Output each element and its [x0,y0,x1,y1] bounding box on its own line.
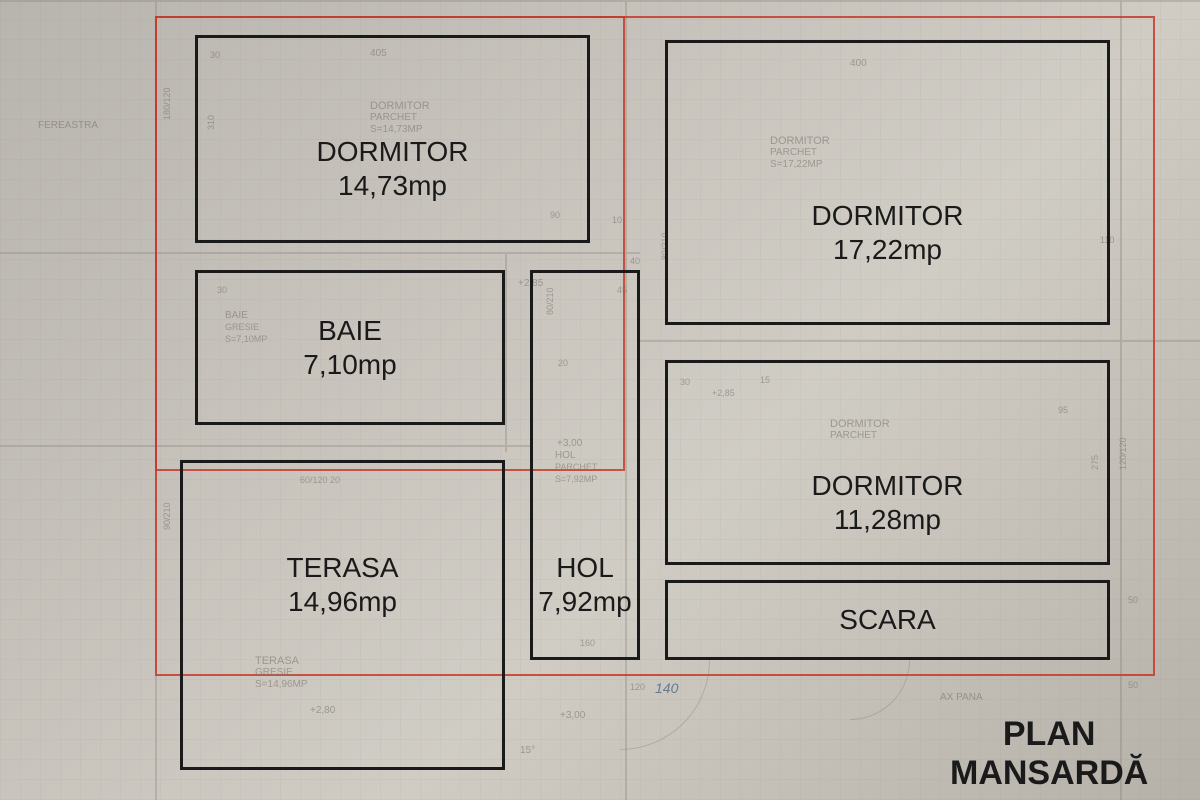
room-hol: HOL7,92mp [530,270,640,660]
plan-title: PLAN MANSARDĂ [950,715,1148,793]
room-baie: BAIE7,10mp [195,270,505,425]
blueprint-annotation: 120/120 [1118,437,1128,470]
room-area: 14,96mp [286,585,398,619]
faint-line [0,0,1200,2]
room-label: DORMITOR [317,135,469,169]
blueprint-annotation: 180/120 [162,87,172,120]
room-area: 11,28mp [812,503,964,537]
blueprint-annotation: 15° [520,745,535,756]
room-terasa: TERASA14,96mp [180,460,505,770]
room-area: 14,73mp [317,169,469,203]
room-dormitor1: DORMITOR14,73mp [195,35,590,243]
room-dormitor3: DORMITOR11,28mp [665,360,1110,565]
blueprint-annotation: 50 [1128,595,1138,605]
room-label: DORMITOR [812,469,964,503]
blueprint-annotation: 40 [630,256,640,266]
room-label: BAIE [303,314,396,348]
room-area: 7,10mp [303,348,396,382]
blueprint-annotation: 90/210 [162,502,172,530]
room-scara: SCARA [665,580,1110,660]
title-line2: MANSARDĂ [950,754,1148,792]
blueprint-annotation: 120 [630,682,645,692]
blueprint-annotation: 50 [1128,680,1138,690]
blueprint-annotation: AX PANA [940,692,983,703]
room-dormitor2: DORMITOR17,22mp [665,40,1110,325]
room-area: 7,92mp [538,585,631,619]
room-label: TERASA [286,551,398,585]
blueprint-annotation: FEREASTRA [38,120,98,131]
room-label: SCARA [839,603,935,637]
room-label: HOL [538,551,631,585]
handwritten-note: 140 [655,680,678,696]
title-line1: PLAN [1003,715,1096,753]
blueprint-annotation: 10 [612,215,622,225]
room-label: DORMITOR [812,199,964,233]
room-area: 17,22mp [812,233,964,267]
blueprint-annotation: +3,00 [560,710,585,721]
